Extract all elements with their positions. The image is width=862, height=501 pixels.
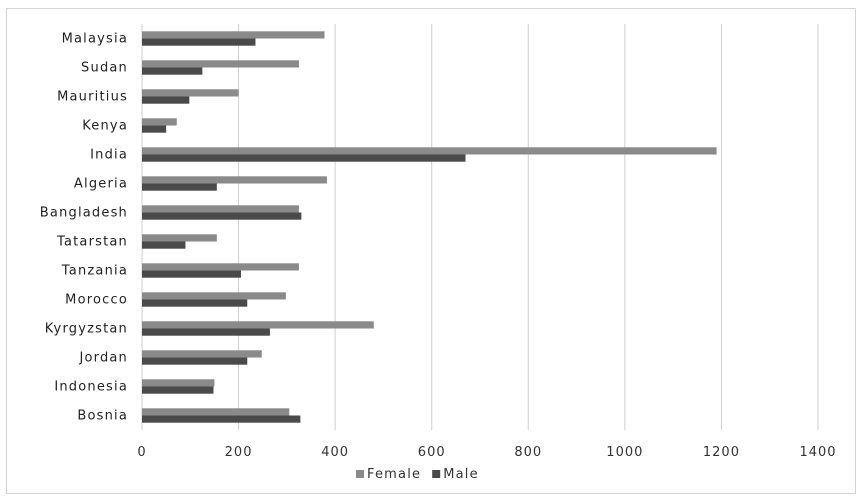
x-tick-label: 1200 — [703, 445, 740, 460]
bars — [142, 31, 717, 423]
category-label: Morocco — [65, 293, 128, 308]
bar-male-bangladesh — [142, 212, 302, 220]
category-label: Sudan — [81, 61, 128, 76]
category-label: Indonesia — [54, 380, 128, 395]
gridlines — [141, 24, 819, 430]
bar-male-indonesia — [142, 386, 214, 394]
bar-female-tatarstan — [142, 234, 217, 242]
bar-male-jordan — [142, 357, 248, 365]
bar-female-india — [142, 147, 717, 155]
legend-label-female: Female — [367, 467, 421, 482]
bar-female-malaysia — [142, 31, 325, 39]
legend-swatch-female — [356, 470, 364, 478]
category-label: Algeria — [74, 177, 128, 192]
bar-male-tanzania — [142, 270, 241, 278]
bar-female-bangladesh — [142, 205, 299, 213]
bar-female-jordan — [142, 350, 262, 358]
bar-female-tanzania — [142, 263, 299, 271]
category-label: Bosnia — [77, 409, 128, 424]
category-label: Mauritius — [57, 90, 128, 105]
bar-female-indonesia — [142, 379, 215, 387]
category-label: Jordan — [78, 351, 128, 366]
bar-male-malaysia — [142, 38, 256, 46]
bar-male-morocco — [142, 299, 248, 307]
bar-male-kenya — [142, 125, 167, 133]
legend: Female Male — [356, 467, 479, 482]
x-tick-label: 400 — [321, 445, 349, 460]
category-label: Tatarstan — [56, 235, 128, 250]
bar-female-bosnia — [142, 408, 290, 416]
category-label: Kenya — [82, 119, 128, 134]
bar-male-kyrgyzstan — [142, 328, 270, 336]
legend-label-male: Male — [443, 467, 479, 482]
x-tick-label: 800 — [514, 445, 542, 460]
category-label: India — [90, 148, 128, 163]
bar-female-algeria — [142, 176, 327, 184]
category-labels: Malaysia Sudan Mauritius Kenya India Algeria B… — [40, 32, 128, 424]
bar-male-tatarstan — [142, 241, 186, 249]
x-tick-labels: 0 200 400 600 800 1000 1200 1400 — [137, 445, 836, 460]
x-tick-label: 200 — [225, 445, 253, 460]
bar-male-mauritius — [142, 96, 190, 104]
category-label: Malaysia — [62, 32, 128, 47]
x-tick-label: 1400 — [799, 445, 836, 460]
bar-female-sudan — [142, 60, 299, 68]
bar-female-kenya — [142, 118, 177, 126]
x-tick-label: 600 — [418, 445, 446, 460]
category-label: Bangladesh — [40, 206, 128, 221]
x-tick-label: 1000 — [606, 445, 643, 460]
bar-male-sudan — [142, 67, 203, 75]
bar-female-kyrgyzstan — [142, 321, 374, 329]
bar-female-morocco — [142, 292, 286, 300]
category-label: Tanzania — [61, 264, 128, 279]
legend-swatch-male — [432, 470, 441, 478]
category-label: Kyrgyzstan — [45, 322, 128, 337]
bar-male-bosnia — [142, 415, 301, 423]
bar-male-algeria — [142, 183, 217, 191]
bar-male-india — [142, 154, 466, 162]
x-tick-label: 0 — [137, 445, 146, 460]
bar-female-mauritius — [142, 89, 239, 97]
